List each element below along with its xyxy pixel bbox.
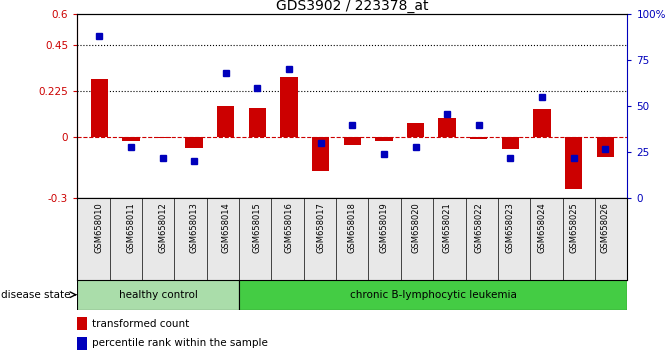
- Text: GSM658020: GSM658020: [411, 202, 420, 253]
- Bar: [502, 137, 519, 149]
- Bar: [533, 109, 551, 137]
- Bar: [122, 137, 140, 141]
- Bar: [280, 76, 298, 137]
- Bar: [597, 137, 614, 157]
- Bar: [470, 137, 487, 139]
- Bar: [185, 137, 203, 148]
- Text: GSM658023: GSM658023: [506, 202, 515, 253]
- Bar: [154, 137, 171, 138]
- Bar: [344, 137, 361, 145]
- Bar: [407, 122, 424, 137]
- Text: GSM658013: GSM658013: [190, 202, 199, 253]
- Text: GSM658018: GSM658018: [348, 202, 357, 253]
- Text: disease state: disease state: [1, 290, 70, 300]
- Text: chronic B-lymphocytic leukemia: chronic B-lymphocytic leukemia: [350, 290, 517, 300]
- Text: percentile rank within the sample: percentile rank within the sample: [92, 338, 268, 348]
- Text: GSM658012: GSM658012: [158, 202, 167, 253]
- Bar: [375, 137, 393, 141]
- Bar: [77, 337, 87, 350]
- Text: GSM658011: GSM658011: [126, 202, 136, 253]
- Bar: [239, 280, 627, 310]
- Bar: [91, 79, 108, 137]
- Bar: [249, 108, 266, 137]
- Bar: [565, 137, 582, 189]
- Bar: [77, 280, 239, 310]
- Text: GSM658024: GSM658024: [537, 202, 546, 253]
- Text: transformed count: transformed count: [92, 319, 189, 329]
- Text: GSM658026: GSM658026: [601, 202, 610, 253]
- Bar: [77, 318, 87, 330]
- Text: GSM658025: GSM658025: [569, 202, 578, 253]
- Text: GSM658019: GSM658019: [379, 202, 389, 253]
- Text: GSM658016: GSM658016: [285, 202, 293, 253]
- Bar: [217, 106, 234, 137]
- Text: GSM658022: GSM658022: [474, 202, 483, 253]
- Text: GSM658021: GSM658021: [443, 202, 452, 253]
- Text: GSM658010: GSM658010: [95, 202, 104, 253]
- Bar: [438, 119, 456, 137]
- Title: GDS3902 / 223378_at: GDS3902 / 223378_at: [276, 0, 429, 13]
- Text: GSM658017: GSM658017: [316, 202, 325, 253]
- Bar: [312, 137, 329, 171]
- Text: GSM658014: GSM658014: [221, 202, 230, 253]
- Text: healthy control: healthy control: [119, 290, 197, 300]
- Text: GSM658015: GSM658015: [253, 202, 262, 253]
